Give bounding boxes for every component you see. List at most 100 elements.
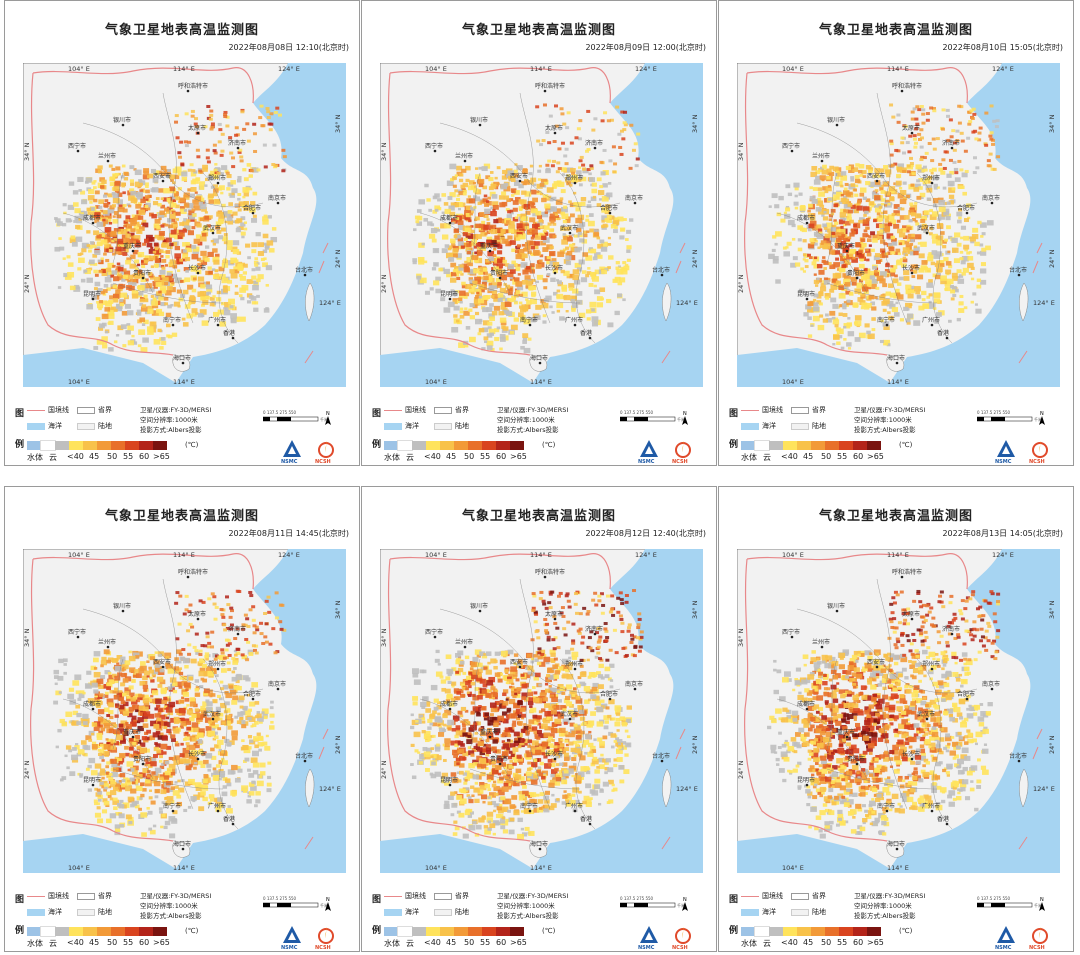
heat-pixel (528, 172, 533, 176)
heat-pixel (208, 794, 215, 799)
heat-pixel (527, 250, 532, 254)
heat-pixel (259, 762, 266, 768)
heat-pixel (882, 223, 889, 228)
heat-pixel (620, 129, 625, 133)
heat-pixel (880, 190, 886, 194)
heat-pixel (774, 242, 778, 246)
heat-pixel (838, 219, 846, 225)
heat-pixel (931, 211, 939, 217)
heat-pixel (203, 759, 209, 765)
heat-pixel (520, 345, 525, 350)
heat-pixel (478, 166, 483, 170)
heat-pixel (542, 237, 550, 243)
heat-pixel (170, 717, 177, 723)
colorbar-label: 45 (803, 452, 814, 461)
heat-pixel (232, 793, 236, 797)
heat-pixel (476, 246, 481, 250)
heat-pixel (560, 189, 566, 194)
heat-pixel (480, 231, 487, 237)
heat-pixel (144, 238, 150, 244)
heat-pixel (139, 747, 147, 754)
heat-pixel (863, 284, 867, 287)
colorbar-labels: 水体云 <40 45 50 55 60 >65 (384, 452, 527, 463)
heat-pixel (485, 295, 491, 300)
heat-pixel (514, 277, 520, 282)
heat-pixel (546, 256, 551, 260)
heat-pixel (586, 271, 592, 275)
city-label: 重庆市 (480, 242, 498, 250)
heat-pixel (92, 700, 99, 706)
heat-pixel (113, 228, 119, 232)
heat-pixel (951, 129, 956, 133)
heat-pixel (884, 169, 892, 175)
heat-pixel (569, 141, 574, 145)
legend-heading-1: 图 (729, 409, 739, 419)
heat-pixel (417, 257, 425, 263)
heat-pixel (906, 164, 911, 168)
heat-pixel (865, 226, 870, 230)
heat-pixel (592, 256, 598, 261)
heat-pixel (429, 287, 434, 291)
heat-pixel (874, 207, 882, 213)
heat-pixel (957, 104, 962, 108)
heat-pixel (834, 324, 839, 328)
legend-heading-1: 图 (15, 409, 25, 419)
heat-pixel (493, 219, 499, 224)
heat-pixel (116, 215, 120, 218)
heat-pixel (807, 316, 812, 320)
heat-pixel (106, 267, 112, 272)
heat-pixel (495, 269, 502, 275)
south-sea-area (380, 348, 540, 387)
heat-pixel (799, 205, 806, 211)
heat-pixel (459, 310, 464, 314)
heat-pixel (200, 260, 208, 265)
heat-pixel (541, 302, 549, 309)
heat-pixel (896, 294, 904, 300)
heat-pixel (818, 231, 823, 235)
heat-pixel (907, 293, 914, 299)
heat-pixel (935, 236, 940, 240)
heat-pixel (501, 191, 507, 196)
heat-pixel (932, 273, 938, 278)
heat-pixel (499, 347, 503, 351)
heat-pixel (601, 207, 609, 213)
heat-pixel (116, 780, 122, 786)
heat-pixel (159, 249, 164, 254)
heat-pixel (119, 824, 125, 828)
heat-pixel (85, 684, 91, 689)
legend-sea-label: 海洋 (762, 422, 776, 430)
observation-time: 2022年08月11日 14:45(北京时) (228, 529, 349, 538)
heat-pixel (551, 196, 557, 201)
heat-pixel (456, 319, 460, 323)
heat-pixel (440, 223, 447, 229)
heat-pixel (858, 254, 864, 259)
heat-pixel (202, 796, 208, 802)
heat-pixel (773, 256, 779, 261)
heat-pixel (251, 301, 256, 305)
heat-pixel (232, 220, 236, 224)
heat-pixel (524, 275, 531, 281)
heat-pixel (913, 320, 921, 326)
heat-pixel (572, 243, 576, 246)
heat-pixel (116, 662, 120, 665)
heat-pixel (596, 203, 602, 207)
heat-pixel (154, 219, 161, 224)
heat-pixel (152, 732, 160, 738)
heat-pixel (148, 676, 153, 680)
heat-pixel (464, 215, 471, 221)
heat-pixel (623, 123, 628, 127)
heat-pixel (110, 274, 115, 278)
scale-labels: 0 137.5 275 550 (263, 410, 297, 415)
heat-pixel (160, 165, 167, 171)
heat-pixel (207, 266, 212, 270)
heat-pixel (816, 277, 820, 281)
heat-pixel (456, 194, 460, 197)
heat-pixel (628, 166, 633, 170)
heat-pixel (55, 745, 59, 749)
heat-pixel (974, 303, 978, 306)
heat-pixel (546, 244, 553, 250)
heat-pixel (572, 288, 579, 294)
colorbar-swatch (27, 441, 41, 450)
heat-pixel (858, 169, 863, 174)
heat-pixel (249, 207, 256, 213)
